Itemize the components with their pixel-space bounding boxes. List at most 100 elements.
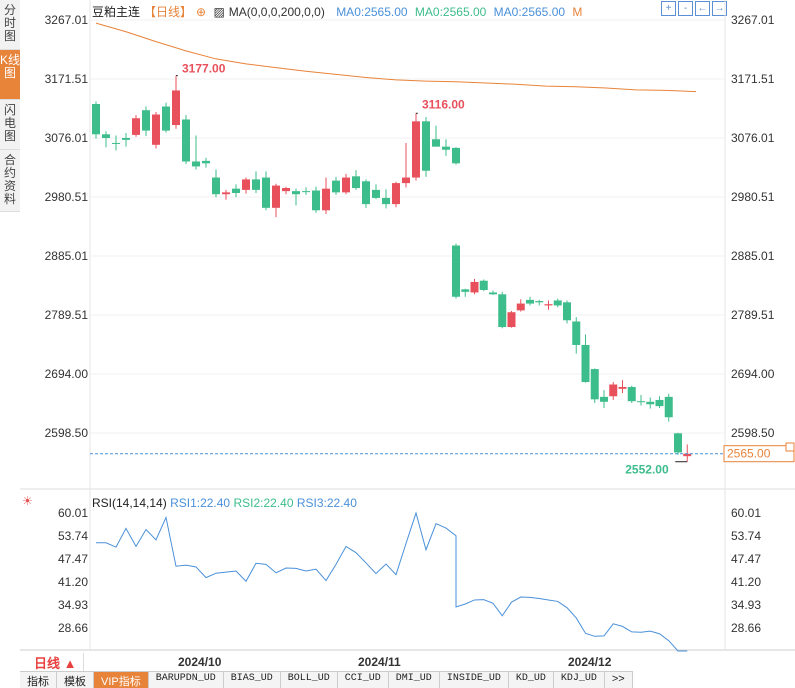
price-axis-label-right: 3267.01 bbox=[731, 13, 775, 27]
side-tab-kline[interactable]: K线图 bbox=[0, 50, 20, 100]
rsi-axis-label-left: 60.01 bbox=[57, 506, 88, 520]
add-icon[interactable]: ⊕ bbox=[196, 5, 207, 19]
candle bbox=[322, 177, 330, 214]
tab-kdj[interactable]: KDJ_UD bbox=[553, 672, 605, 688]
ma-label: MA(0,0,0,200,0,0) bbox=[228, 5, 325, 19]
candle-body bbox=[553, 300, 562, 306]
candle bbox=[382, 189, 390, 209]
candle bbox=[272, 183, 280, 218]
candle bbox=[352, 170, 360, 190]
candle-body bbox=[112, 142, 120, 144]
ma-value-3: MA0:2565.00 bbox=[493, 5, 566, 19]
candle bbox=[637, 395, 645, 406]
candle bbox=[312, 186, 320, 213]
candle bbox=[646, 397, 655, 409]
candle-body bbox=[392, 183, 400, 205]
candle bbox=[452, 243, 460, 299]
candle bbox=[581, 334, 590, 383]
tab-indicators[interactable]: 指标 bbox=[20, 672, 57, 688]
candle-body bbox=[600, 396, 608, 402]
side-tab-flash[interactable]: 闪电图 bbox=[0, 100, 20, 150]
candle-body bbox=[302, 191, 310, 193]
scroll-left-button[interactable]: ← bbox=[695, 1, 710, 16]
candle-body bbox=[479, 280, 488, 290]
tab-barupdn[interactable]: BARUPDN_UD bbox=[148, 672, 224, 688]
tab-kd[interactable]: KD_UD bbox=[508, 672, 554, 688]
zoom-in-button[interactable]: + bbox=[661, 1, 676, 16]
candle bbox=[683, 444, 692, 462]
candle-body bbox=[352, 176, 360, 189]
side-tab-timeshare[interactable]: 分时图 bbox=[0, 0, 20, 50]
price-axis-label-left: 2694.00 bbox=[44, 367, 88, 381]
price-axis-label-left: 2885.01 bbox=[44, 248, 88, 263]
rsi-axis-label-left: 41.20 bbox=[57, 575, 88, 589]
tab-dmi[interactable]: DMI_UD bbox=[388, 672, 440, 688]
rsi-axis-label-left: 28.66 bbox=[57, 621, 88, 635]
candle bbox=[242, 177, 250, 194]
scroll-right-button[interactable]: → bbox=[712, 1, 727, 16]
price-axis-label-right: 3076.01 bbox=[731, 130, 775, 145]
candle bbox=[600, 390, 608, 408]
rsi-axis-label-right: 60.01 bbox=[731, 506, 762, 520]
x-axis-label-nov: 2024/11 bbox=[358, 655, 401, 669]
tab-more[interactable]: >> bbox=[604, 672, 633, 688]
price-axis-label-right: 2598.50 bbox=[731, 426, 775, 440]
candle-body bbox=[142, 110, 150, 131]
candle bbox=[618, 380, 627, 394]
candle-body bbox=[122, 138, 130, 140]
candle bbox=[526, 296, 534, 306]
candle bbox=[422, 116, 430, 177]
candle bbox=[202, 157, 210, 168]
ma-settings[interactable]: ▨ MA(0,0,0,200,0,0) bbox=[213, 5, 328, 19]
price-axis-label-left: 3076.01 bbox=[44, 130, 88, 145]
rsi-line bbox=[96, 511, 688, 652]
candle-body bbox=[461, 289, 470, 292]
candle bbox=[262, 171, 270, 211]
candle-body bbox=[422, 121, 430, 171]
rsi-settings-icon[interactable]: ☀ bbox=[22, 494, 33, 508]
x-axis-label-oct: 2024/10 bbox=[178, 655, 222, 669]
tab-templates[interactable]: 模板 bbox=[57, 672, 94, 688]
tab-vip-indicators[interactable]: VIP指标 bbox=[94, 672, 149, 688]
tab-boll[interactable]: BOLL_UD bbox=[280, 672, 338, 688]
candle bbox=[461, 288, 470, 297]
candle-body bbox=[572, 321, 581, 345]
zoom-out-button[interactable]: - bbox=[678, 1, 693, 16]
tab-cci[interactable]: CCI_UD bbox=[337, 672, 389, 688]
candle-body bbox=[332, 180, 340, 193]
tab-bias[interactable]: BIAS_UD bbox=[223, 672, 281, 688]
rsi1-value: RSI1:22.40 bbox=[170, 496, 231, 510]
candle bbox=[192, 135, 200, 170]
candle bbox=[452, 147, 460, 165]
candle bbox=[152, 112, 160, 149]
candle bbox=[674, 432, 682, 455]
candle bbox=[553, 298, 562, 308]
side-tab-contract-info[interactable]: 合约资料 bbox=[0, 150, 20, 212]
candle bbox=[572, 317, 581, 354]
price-axis-label-left: 2789.51 bbox=[44, 307, 88, 322]
candle bbox=[498, 291, 507, 329]
candle-body bbox=[452, 147, 460, 164]
candle bbox=[332, 176, 340, 195]
candle-body bbox=[202, 160, 210, 164]
candle-body bbox=[282, 188, 290, 192]
candle-body bbox=[470, 281, 479, 293]
candle-body bbox=[498, 294, 507, 328]
candle-body bbox=[609, 384, 618, 397]
candle-body bbox=[516, 303, 525, 311]
candle bbox=[252, 171, 260, 193]
tab-inside[interactable]: INSIDE_UD bbox=[439, 672, 509, 688]
candle-body bbox=[192, 161, 200, 167]
price-axis-label-right: 3171.51 bbox=[731, 71, 775, 86]
candle-body bbox=[242, 179, 250, 190]
candle bbox=[535, 299, 544, 306]
x-axis-label-dec: 2024/12 bbox=[568, 655, 612, 669]
candle-body bbox=[489, 292, 497, 295]
candle bbox=[172, 75, 180, 129]
chart-icon: ▨ bbox=[213, 5, 225, 19]
rsi-axis-label-left: 47.47 bbox=[57, 552, 88, 566]
period-label[interactable]: 【日线】 bbox=[144, 5, 193, 19]
candle-body bbox=[674, 433, 682, 453]
period-selector-button[interactable]: 日线 ▲ bbox=[20, 653, 84, 671]
